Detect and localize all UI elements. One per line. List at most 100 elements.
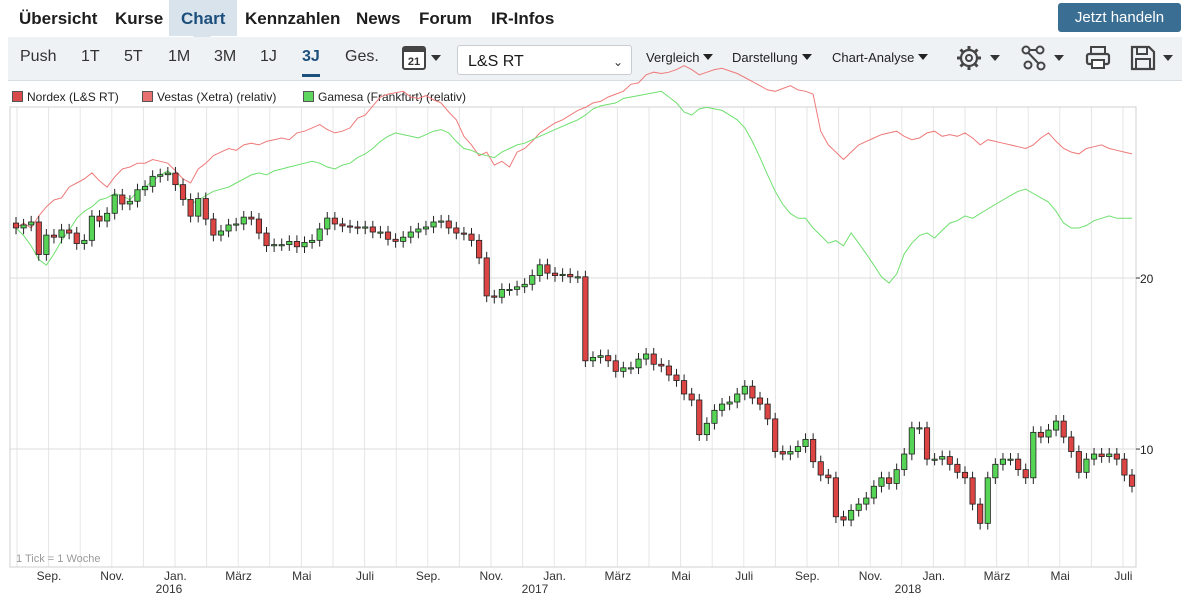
chart-analysis-dropdown[interactable]: Chart-Analyse [832, 37, 929, 79]
candle [567, 273, 574, 278]
candle [20, 224, 27, 229]
candle [597, 355, 604, 358]
candle [157, 174, 164, 177]
nav-kurse[interactable]: Kurse [115, 9, 164, 28]
candle [741, 385, 748, 395]
candle [514, 286, 521, 290]
candle [832, 477, 839, 518]
candle [179, 184, 187, 200]
candle [893, 469, 900, 484]
range-push[interactable]: Push [20, 48, 57, 65]
candle [309, 239, 316, 243]
candle [271, 244, 278, 247]
candle [210, 218, 217, 236]
candle [278, 244, 285, 247]
legend-item[interactable]: Gamesa (Frankfurt) (relativ) [303, 90, 466, 104]
candle [195, 198, 202, 217]
candle [650, 353, 657, 365]
candle [346, 225, 354, 228]
candle [901, 453, 908, 471]
candle [149, 175, 156, 187]
candle [119, 194, 126, 205]
candle [35, 221, 42, 255]
candle [658, 363, 665, 367]
exchange-select-value: L&S RT [468, 53, 524, 70]
nav-forum[interactable]: Forum [419, 9, 472, 28]
candle [81, 239, 88, 244]
range-1t[interactable]: 1T [81, 48, 100, 65]
range-5t[interactable]: 5T [124, 48, 143, 65]
candle [589, 356, 597, 362]
candle [384, 231, 392, 240]
candle [848, 509, 855, 521]
candle [134, 189, 141, 202]
display-dropdown[interactable]: Darstellung [732, 37, 812, 79]
chevron-down-icon: ⌄ [612, 55, 623, 69]
x-tick-label: Jan. [922, 569, 945, 583]
x-tick-label: Juli [735, 569, 753, 583]
x-tick-label: März [984, 569, 1011, 583]
candle [293, 241, 300, 248]
range-3j[interactable]: 3J [302, 37, 320, 77]
candle [217, 230, 225, 236]
candle [772, 418, 779, 452]
x-tick-label: Nov. [859, 569, 883, 583]
range-1j[interactable]: 1J [260, 48, 277, 65]
candle [916, 427, 923, 430]
x-tick-label: Juli [1114, 569, 1132, 583]
candle [681, 380, 688, 395]
legend-item[interactable]: Nordex (L&S RT) [12, 90, 119, 104]
candle [984, 477, 991, 524]
candle [286, 241, 293, 246]
x-tick-label: Nov. [100, 569, 124, 583]
candle [559, 273, 566, 276]
trade-now-button[interactable]: Jetzt handeln [1058, 3, 1181, 32]
candle [339, 223, 346, 227]
candle [73, 232, 80, 244]
nav-ir-infos[interactable]: IR-Infos [491, 9, 555, 28]
candle [923, 427, 931, 460]
candle [43, 234, 50, 255]
nav-news[interactable]: News [356, 9, 401, 28]
candle [111, 194, 118, 214]
exchange-select[interactable]: L&S RT ⌄ [457, 45, 632, 75]
candle [999, 458, 1006, 465]
candle [445, 220, 452, 229]
chart-grid [10, 107, 1136, 567]
candle [407, 231, 414, 238]
candle [506, 288, 513, 291]
candle [574, 276, 581, 279]
year-label: 2017 [522, 582, 549, 593]
candle [1098, 453, 1105, 457]
candle [688, 393, 695, 401]
candle [491, 295, 498, 298]
nav-kennzahlen[interactable]: Kennzahlen [245, 9, 341, 28]
range-1m[interactable]: 1M [168, 48, 191, 65]
compare-dropdown[interactable]: Vergleich [646, 37, 714, 79]
candle [1060, 420, 1067, 438]
print-icon[interactable] [1084, 44, 1114, 86]
candle [248, 216, 255, 220]
nordex-candles [12, 167, 1136, 530]
candle [453, 227, 460, 234]
candle [126, 200, 133, 205]
range-3m[interactable]: 3M [214, 48, 237, 65]
calendar-icon[interactable]: 21 [401, 44, 445, 86]
range-ges[interactable]: Ges. [345, 48, 379, 65]
nav-uebersicht[interactable]: Übersicht [19, 9, 98, 28]
share-icon[interactable] [1020, 44, 1068, 86]
candle [620, 367, 627, 372]
candle [392, 238, 399, 242]
legend-item[interactable]: Vestas (Xetra) (relativ) [142, 90, 276, 104]
save-icon[interactable] [1129, 44, 1181, 86]
candle [908, 427, 915, 455]
candle [992, 463, 999, 479]
candle [142, 185, 149, 191]
gear-icon[interactable] [956, 44, 1004, 86]
nav-chart[interactable]: Chart [169, 0, 238, 36]
caret-down-icon [801, 54, 812, 60]
candle [529, 275, 536, 285]
chart-toolbar: Push 1T 5T 1M 3M 1J 3J Ges. 21 L&S RT ⌄ … [8, 37, 1182, 81]
candle [1022, 469, 1029, 479]
